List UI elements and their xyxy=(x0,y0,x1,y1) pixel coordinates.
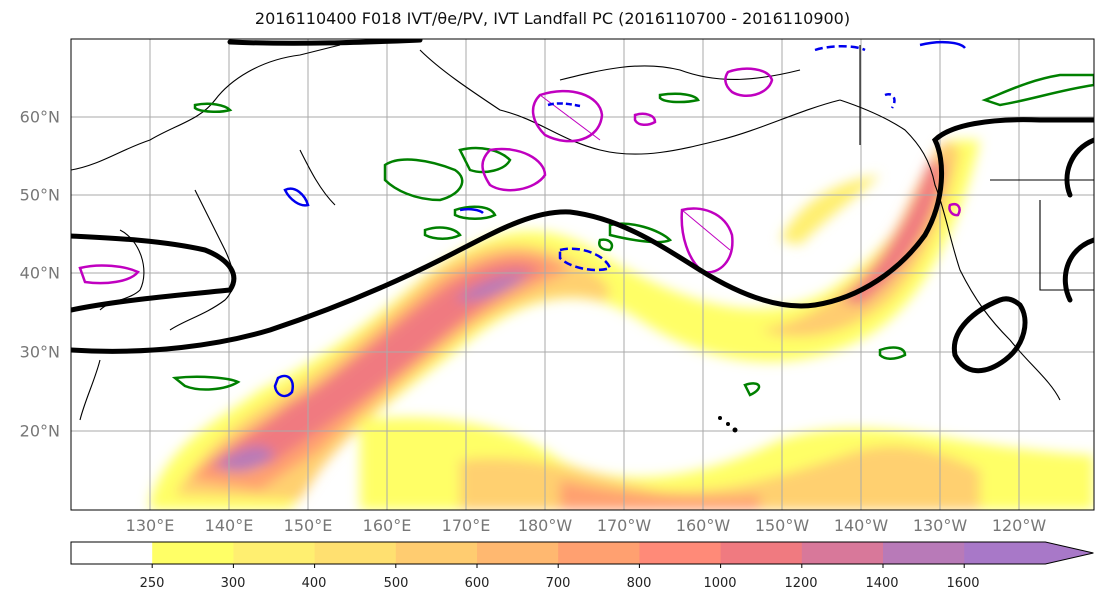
colorbar-tick-label: 1600 xyxy=(946,576,980,591)
colorbar-segment xyxy=(152,542,234,564)
graticule xyxy=(71,39,1094,510)
lon-label-170w: 170°W xyxy=(596,516,652,535)
colorbar-tick-label: 600 xyxy=(464,576,490,591)
lon-label-180w: 180°W xyxy=(517,516,573,535)
colorbar-segment xyxy=(395,542,478,564)
lon-label-150w: 150°W xyxy=(754,516,810,535)
lat-label-60n: 60°N xyxy=(19,107,60,127)
lon-label-160e: 160°E xyxy=(362,516,412,535)
colorbar-tick-label: 300 xyxy=(220,576,246,591)
ivt-landfall-pc-contours xyxy=(171,73,1094,397)
colorbar-tick-label: 1200 xyxy=(784,576,818,591)
lat-label-40n: 40°N xyxy=(19,263,60,283)
coastlines xyxy=(71,44,1094,421)
theta-e-contours xyxy=(71,39,1094,374)
lon-label-120w: 120°W xyxy=(991,516,1047,535)
pv-negative-contours xyxy=(273,40,966,398)
lon-label-130w: 130°W xyxy=(912,516,968,535)
colorbar-tick-label: 700 xyxy=(545,576,571,591)
lon-label-150e: 150°E xyxy=(283,516,333,535)
lon-label-170e: 170°E xyxy=(441,516,491,535)
colorbar-tick-label: 250 xyxy=(139,576,165,591)
colorbar-tick-label: 1000 xyxy=(703,576,737,591)
colorbar-tick-label: 1400 xyxy=(865,576,899,591)
colorbar-segment xyxy=(71,542,153,564)
map-title: 2016110400 F018 IVT/θe/PV, IVT Landfall … xyxy=(254,9,851,28)
colorbar-tick-label: 800 xyxy=(626,576,652,591)
pv-positive-contours xyxy=(78,67,961,285)
colorbar-extend-arrow xyxy=(964,542,1094,564)
lat-label-20n: 20°N xyxy=(19,421,60,441)
colorbar-segment xyxy=(639,542,722,564)
colorbar-segment xyxy=(558,542,640,564)
colorbar-segment xyxy=(883,542,965,564)
colorbar-outline xyxy=(70,541,1094,565)
colorbar-segment xyxy=(720,542,803,564)
colorbar-segment xyxy=(801,542,884,564)
colorbar-segment xyxy=(477,542,559,564)
lat-label-30n: 30°N xyxy=(19,342,60,362)
lat-label-50n: 50°N xyxy=(19,185,60,205)
colorbar-segment xyxy=(233,542,316,564)
map-frame xyxy=(70,38,1095,511)
lon-label-160w: 160°W xyxy=(675,516,731,535)
colorbar-tick-label: 400 xyxy=(301,576,327,591)
hawaii-islands xyxy=(718,416,738,433)
lon-label-130e: 130°E xyxy=(125,516,175,535)
colorbar-segment xyxy=(314,542,397,564)
lon-label-140w: 140°W xyxy=(833,516,889,535)
colorbar-tick-label: 500 xyxy=(383,576,409,591)
lon-label-140e: 140°E xyxy=(204,516,254,535)
colorbar xyxy=(70,541,1094,568)
